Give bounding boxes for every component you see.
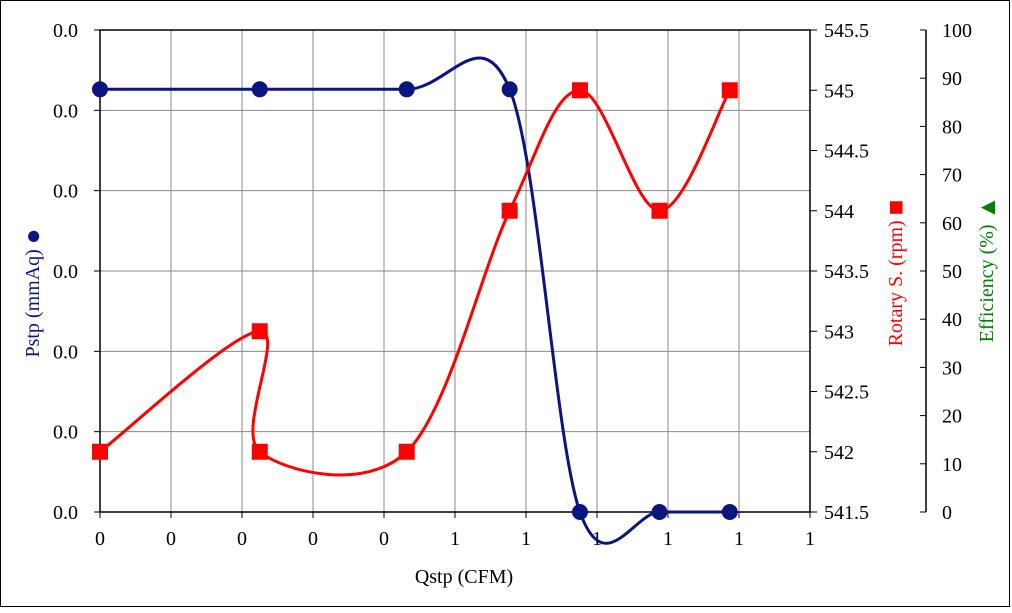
- efficiency-tick-label: 10: [942, 454, 962, 476]
- x-axis-label: Qstp (CFM): [415, 566, 513, 588]
- efficiency-tick-label: 40: [942, 309, 962, 331]
- pstp-legend-marker: ●: [18, 228, 47, 244]
- rotary-point: [398, 443, 415, 460]
- rotary-point: [651, 202, 668, 219]
- pstp-axis-label: Pstp (mmAq) ●: [18, 228, 47, 357]
- x-tick-label: 1: [805, 528, 815, 550]
- efficiency-tick-label: 80: [942, 116, 962, 138]
- rotary-tick-label: 542.5: [824, 382, 869, 404]
- pstp-series-line: [99, 56, 730, 545]
- efficiency-tick-label: 90: [942, 68, 962, 90]
- rotary-series-line: [99, 88, 732, 477]
- left-tick-label: 0.0: [53, 422, 78, 444]
- pstp-point: [251, 81, 268, 98]
- x-tick-label: 1: [734, 528, 744, 550]
- left-axis-ticks: 0.0 0.0 0.0 0.0 0.0 0.0 0.0: [53, 20, 100, 524]
- x-tick-label: 1: [663, 528, 673, 550]
- rotary-tick-label: 545.5: [824, 20, 869, 42]
- rotary-point: [251, 443, 268, 460]
- rotary-legend-marker: ■: [881, 200, 910, 216]
- efficiency-tick-label: 100: [942, 20, 972, 42]
- grid-lines: [100, 30, 810, 512]
- rotary-tick-label: 544: [824, 201, 854, 223]
- rotary-tick-label: 542: [824, 442, 854, 464]
- pstp-point: [92, 81, 108, 98]
- rotary-tick-label: 541.5: [824, 502, 869, 524]
- rotary-tick-label: 545: [824, 80, 854, 102]
- pstp-point: [398, 81, 415, 98]
- pstp-point: [571, 504, 588, 520]
- efficiency-legend-marker: ▲: [975, 196, 1001, 220]
- efficiency-tick-label: 70: [942, 165, 962, 187]
- rotary-tick-label: 544.5: [824, 141, 869, 163]
- x-tick-label: 1: [450, 528, 460, 550]
- x-tick-label: 0: [237, 528, 247, 550]
- rotary-speed-axis: 545.5 545 544.5 544 543.5 543 542.5 542 541.5: [810, 20, 869, 524]
- left-tick-label: 0.0: [53, 502, 78, 524]
- x-tick-label: 0: [166, 528, 176, 550]
- x-tick-label: 0: [308, 528, 318, 550]
- rotary-tick-label: 543: [824, 321, 854, 343]
- efficiency-axis-label-text: Efficiency (%) ▲: [975, 196, 1001, 343]
- efficiency-axis-label: Efficiency (%) ▲: [975, 196, 1001, 343]
- series-layer: [92, 56, 738, 545]
- left-tick-label: 0.0: [53, 100, 78, 122]
- efficiency-tick-label: 0: [942, 502, 952, 524]
- x-tick-label: 0: [379, 528, 389, 550]
- rotary-point: [501, 202, 518, 219]
- efficiency-tick-label: 60: [942, 213, 962, 235]
- x-tick-label: 0: [95, 528, 105, 550]
- rotary-point: [721, 82, 738, 99]
- pstp-point: [651, 504, 668, 520]
- rotary-axis-label: Rotary S. (rpm) ■: [881, 200, 910, 347]
- left-tick-label: 0.0: [53, 261, 78, 283]
- x-tick-label: 1: [521, 528, 531, 550]
- pstp-point: [501, 81, 518, 98]
- efficiency-tick-label: 50: [942, 261, 962, 283]
- rotary-point: [92, 443, 108, 460]
- efficiency-tick-label: 20: [942, 406, 962, 428]
- rotary-axis-label-text: Rotary S. (rpm) ■: [881, 200, 910, 347]
- left-tick-label: 0.0: [53, 181, 78, 203]
- rotary-tick-label: 543.5: [824, 261, 869, 283]
- left-tick-label: 0.0: [53, 341, 78, 363]
- efficiency-tick-label: 30: [942, 357, 962, 379]
- pstp-axis-label-text: Pstp (mmAq) ●: [18, 228, 47, 357]
- pstp-point: [721, 504, 738, 520]
- left-tick-label: 0.0: [53, 20, 78, 42]
- rotary-point: [251, 323, 268, 340]
- rotary-point: [571, 82, 588, 99]
